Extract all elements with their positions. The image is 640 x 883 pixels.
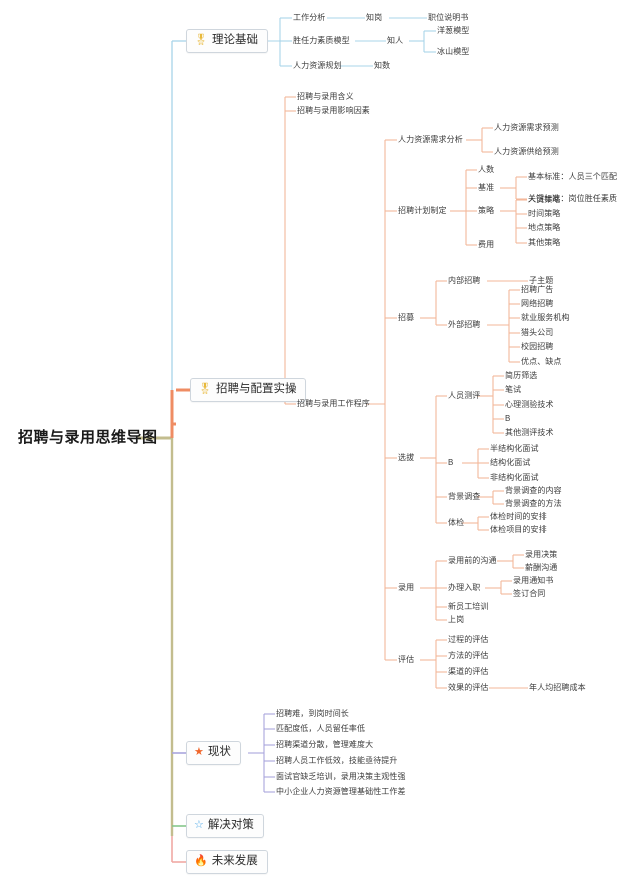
- node-campus-recruiting[interactable]: 校园招聘: [521, 342, 554, 351]
- status-item-2[interactable]: 招聘渠道分散，管理难度大: [276, 740, 374, 749]
- node-assessment-b[interactable]: B: [505, 414, 511, 423]
- stage-recruit-plan[interactable]: 招聘计划制定: [398, 206, 447, 215]
- node-job-analysis[interactable]: 工作分析: [293, 13, 326, 22]
- node-psych-test[interactable]: 心理测验技术: [505, 400, 554, 409]
- node-criteria[interactable]: 基准: [478, 183, 495, 192]
- node-online-recruiting[interactable]: 网络招聘: [521, 299, 554, 308]
- branch-node-solution[interactable]: ☆ 解决对策: [186, 814, 264, 838]
- node-know-post[interactable]: 知岗: [366, 13, 383, 22]
- node-onboarding[interactable]: 办理入职: [448, 583, 481, 592]
- node-exam-items[interactable]: 体检项目的安排: [490, 525, 547, 534]
- branch-node-future[interactable]: 🔥 未来发展: [186, 850, 268, 874]
- node-other-assessment[interactable]: 其他测评技术: [505, 428, 554, 437]
- node-place-strategy[interactable]: 地点策略: [528, 223, 561, 232]
- node-new-employee-training[interactable]: 新员工培训: [448, 602, 489, 611]
- node-offer-letter[interactable]: 录用通知书: [513, 576, 554, 585]
- node-cost[interactable]: 费用: [478, 240, 495, 249]
- branch-label-practice: 招聘与配置实操: [215, 383, 297, 395]
- node-channel-eval[interactable]: 渠道的评估: [448, 667, 489, 676]
- node-recruitment-ads[interactable]: 招聘广告: [521, 285, 554, 294]
- node-structured-interview[interactable]: 结构化面试: [490, 458, 531, 467]
- node-unstructured-interview[interactable]: 非结构化面试: [490, 473, 539, 482]
- node-pre-hire-comm[interactable]: 录用前的沟通: [448, 556, 497, 565]
- branch-label-future: 未来发展: [211, 855, 258, 867]
- stage-hiring[interactable]: 录用: [398, 583, 415, 592]
- star-hollow-icon: ☆: [194, 819, 204, 832]
- node-internal-recruiting[interactable]: 内部招聘: [448, 276, 481, 285]
- node-supply-forecast[interactable]: 人力资源供给预测: [494, 147, 559, 156]
- node-subtopic[interactable]: 子主题: [529, 276, 554, 285]
- node-start-work[interactable]: 上岗: [448, 615, 465, 624]
- node-competency-model[interactable]: 胜任力素质模型: [293, 36, 350, 45]
- node-external-recruiting[interactable]: 外部招聘: [448, 320, 481, 329]
- node-exam-time[interactable]: 体检时间的安排: [490, 512, 547, 521]
- node-interview-b[interactable]: B: [448, 458, 454, 467]
- status-item-3[interactable]: 招聘人员工作低效，技能亟待提升: [276, 756, 398, 765]
- stage-demand-analysis[interactable]: 人力资源需求分析: [398, 135, 463, 144]
- node-key-criteria[interactable]: 关键标准：岗位胜任素质: [528, 194, 618, 203]
- node-strategy[interactable]: 策略: [478, 206, 495, 215]
- status-item-0[interactable]: 招聘难，到岗时间长: [276, 709, 349, 718]
- node-know-numbers[interactable]: 知数: [374, 61, 391, 70]
- node-recruit-factors[interactable]: 招聘与录用影响因素: [297, 106, 370, 115]
- medal-icon: 🎖: [198, 383, 212, 396]
- node-bg-method[interactable]: 背景调查的方法: [505, 499, 562, 508]
- node-hiring-decision[interactable]: 录用决策: [525, 550, 558, 559]
- node-demand-forecast[interactable]: 人力资源需求预测: [494, 123, 559, 132]
- medal-icon: 🎖: [194, 34, 208, 47]
- node-written-test[interactable]: 笔试: [505, 385, 522, 394]
- node-other-strategy[interactable]: 其他策略: [528, 238, 561, 247]
- node-resume-screening[interactable]: 简历筛选: [505, 371, 538, 380]
- fire-icon: 🔥: [194, 855, 208, 868]
- branch-node-practice[interactable]: 🎖 招聘与配置实操: [190, 378, 307, 402]
- node-iceberg-model[interactable]: 冰山模型: [437, 47, 470, 56]
- node-background-check[interactable]: 背景调查: [448, 492, 481, 501]
- branch-node-theory[interactable]: 🎖 理论基础: [186, 29, 268, 53]
- status-item-1[interactable]: 匹配度低，人员留任率低: [276, 724, 366, 733]
- node-onion-model[interactable]: 洋葱模型: [437, 26, 470, 35]
- node-job-description[interactable]: 职位说明书: [428, 13, 469, 22]
- node-time-strategy[interactable]: 时间策略: [528, 209, 561, 218]
- stage-selection[interactable]: 选拔: [398, 453, 415, 462]
- stage-sourcing[interactable]: 招募: [398, 313, 415, 322]
- node-basic-criteria[interactable]: 基本标准：人员三个匹配: [528, 172, 618, 181]
- node-annual-cost-per-hire[interactable]: 年人均招聘成本: [529, 683, 586, 692]
- node-recruit-meaning[interactable]: 招聘与录用含义: [297, 92, 354, 101]
- node-salary-comm[interactable]: 薪酬沟通: [525, 563, 558, 572]
- branch-label-solution: 解决对策: [207, 819, 254, 831]
- node-assessment[interactable]: 人员测评: [448, 391, 481, 400]
- node-effect-eval[interactable]: 效果的评估: [448, 683, 489, 692]
- node-headhunter[interactable]: 猎头公司: [521, 328, 554, 337]
- status-item-4[interactable]: 面试官缺乏培训，录用决策主观性强: [276, 772, 406, 781]
- node-physical-exam[interactable]: 体检: [448, 518, 465, 527]
- root-title: 招聘与录用思维导图: [18, 429, 158, 446]
- node-recruit-process[interactable]: 招聘与录用工作程序: [297, 399, 370, 408]
- stage-evaluation[interactable]: 评估: [398, 655, 415, 664]
- node-hr-planning[interactable]: 人力资源规划: [293, 61, 342, 70]
- node-employment-agency[interactable]: 就业服务机构: [521, 313, 570, 322]
- node-know-people[interactable]: 知人: [387, 36, 404, 45]
- node-semi-structured-interview[interactable]: 半结构化面试: [490, 444, 539, 453]
- node-bg-content[interactable]: 背景调查的内容: [505, 486, 562, 495]
- branch-label-theory: 理论基础: [211, 34, 258, 46]
- node-process-eval[interactable]: 过程的评估: [448, 635, 489, 644]
- node-method-eval[interactable]: 方法的评估: [448, 651, 489, 660]
- status-item-5[interactable]: 中小企业人力资源管理基础性工作差: [276, 787, 406, 796]
- star-solid-icon: ★: [194, 746, 204, 759]
- node-sign-contract[interactable]: 签订合同: [513, 589, 546, 598]
- node-people-strategy[interactable]: 人员策略: [528, 195, 561, 204]
- node-pros-cons[interactable]: 优点、缺点: [521, 357, 562, 366]
- branch-node-status[interactable]: ★ 现状: [186, 741, 241, 765]
- branch-label-status: 现状: [207, 746, 231, 758]
- node-headcount[interactable]: 人数: [478, 165, 495, 174]
